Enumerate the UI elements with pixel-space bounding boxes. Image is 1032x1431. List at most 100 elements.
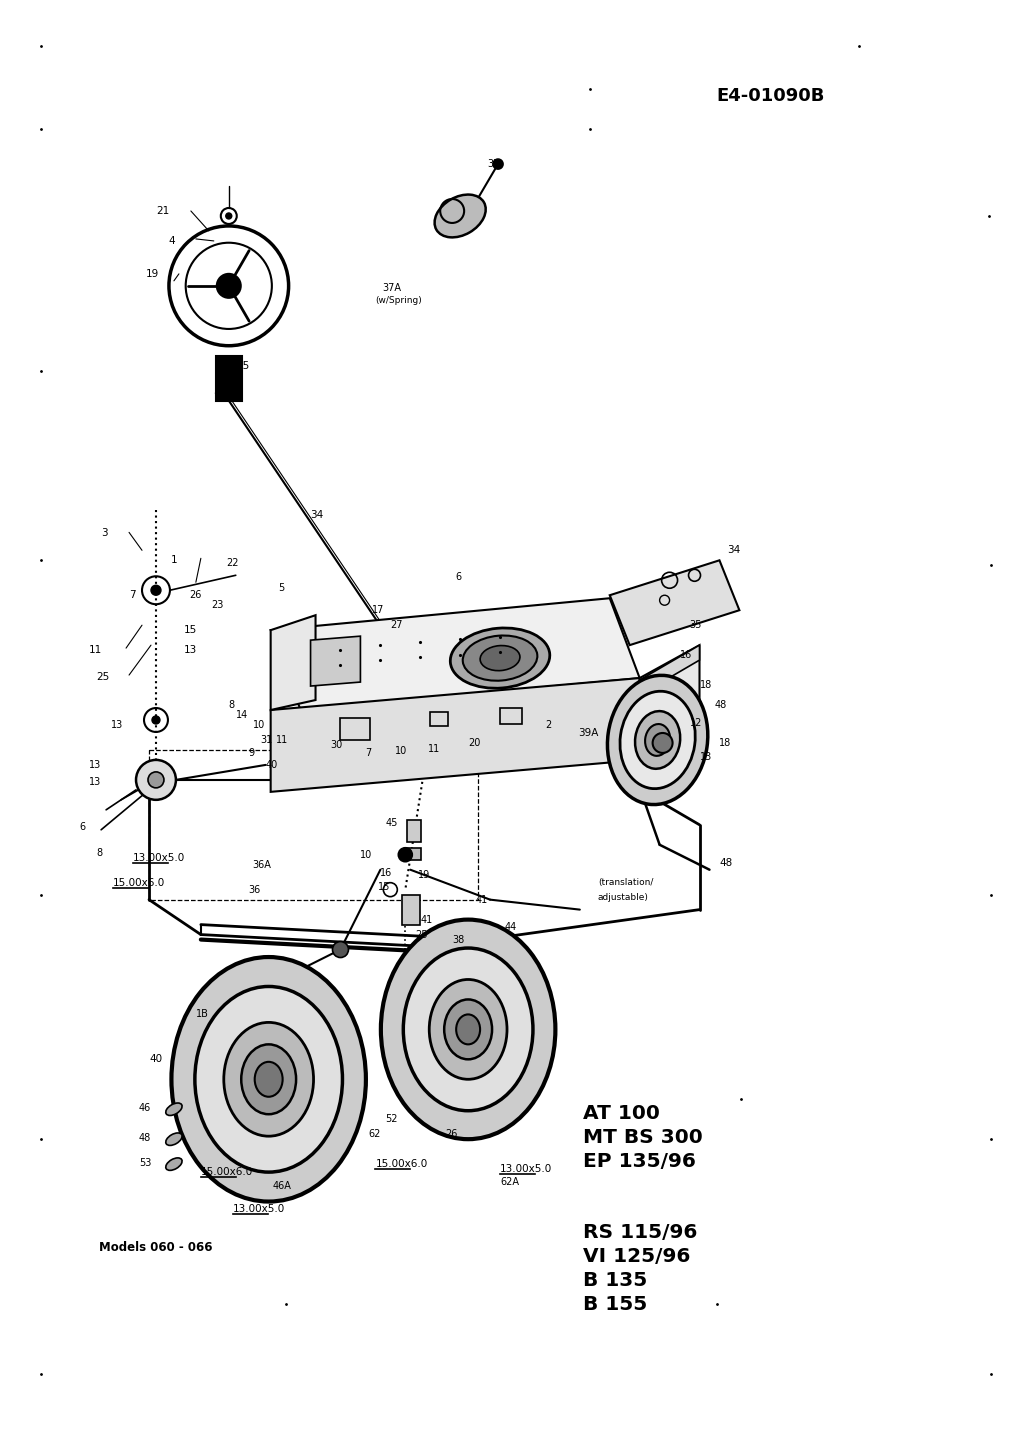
Ellipse shape xyxy=(381,920,555,1139)
Text: 46A: 46A xyxy=(272,1181,291,1191)
Text: 9: 9 xyxy=(249,748,255,758)
Text: 40: 40 xyxy=(265,760,278,770)
Text: 27: 27 xyxy=(390,620,402,630)
Text: 15: 15 xyxy=(379,881,391,892)
Ellipse shape xyxy=(456,1015,480,1045)
Bar xyxy=(402,894,420,924)
Text: 19: 19 xyxy=(418,870,430,880)
Text: 13: 13 xyxy=(89,760,101,770)
Text: 26: 26 xyxy=(189,590,201,600)
Text: 53: 53 xyxy=(139,1158,152,1168)
Text: (w/Spring): (w/Spring) xyxy=(376,296,422,305)
Text: 15.00x6.0: 15.00x6.0 xyxy=(114,877,165,887)
Text: 15: 15 xyxy=(184,625,197,635)
Bar xyxy=(430,713,448,726)
Text: 18: 18 xyxy=(719,738,732,748)
Text: 35: 35 xyxy=(235,361,249,371)
Text: 10: 10 xyxy=(360,850,373,860)
Text: 25: 25 xyxy=(96,673,109,683)
Text: 23: 23 xyxy=(211,600,223,610)
Text: 17: 17 xyxy=(373,605,385,615)
Text: 41: 41 xyxy=(475,894,487,904)
Text: 31: 31 xyxy=(261,736,272,746)
Text: 13.00x5.0: 13.00x5.0 xyxy=(133,853,186,863)
Text: 13: 13 xyxy=(184,645,197,655)
Circle shape xyxy=(148,771,164,788)
Text: 11: 11 xyxy=(89,645,102,655)
Bar xyxy=(408,820,421,841)
Ellipse shape xyxy=(404,949,533,1110)
Text: Models 060 - 066: Models 060 - 066 xyxy=(99,1241,213,1254)
Text: 1B: 1B xyxy=(196,1009,208,1019)
Text: 36A: 36A xyxy=(253,860,271,870)
Circle shape xyxy=(493,159,503,169)
Text: 37: 37 xyxy=(487,159,499,169)
Text: 12: 12 xyxy=(689,718,702,728)
Text: 8: 8 xyxy=(96,847,102,857)
Ellipse shape xyxy=(171,957,366,1202)
Text: 52: 52 xyxy=(385,1115,398,1125)
Bar xyxy=(341,718,370,740)
Bar xyxy=(149,750,478,900)
Text: 34: 34 xyxy=(728,545,741,555)
Circle shape xyxy=(217,273,240,298)
Text: 48: 48 xyxy=(714,700,727,710)
Bar xyxy=(406,847,421,860)
Text: 10: 10 xyxy=(253,720,265,730)
Text: 7: 7 xyxy=(129,590,135,600)
Text: 19: 19 xyxy=(146,269,159,279)
Ellipse shape xyxy=(166,1133,182,1145)
Text: adjustable): adjustable) xyxy=(598,893,649,902)
Text: 3: 3 xyxy=(101,528,107,538)
Text: 35: 35 xyxy=(213,385,226,395)
Text: 11: 11 xyxy=(276,736,288,746)
Text: 13.00x5.0: 13.00x5.0 xyxy=(233,1203,285,1213)
Polygon shape xyxy=(270,615,316,710)
Text: 4: 4 xyxy=(169,236,175,246)
Bar xyxy=(501,708,522,724)
Polygon shape xyxy=(640,645,700,695)
Text: 16: 16 xyxy=(679,650,691,660)
Text: 62: 62 xyxy=(368,1129,381,1139)
Text: 22: 22 xyxy=(226,558,238,568)
Text: 40: 40 xyxy=(149,1055,162,1065)
Polygon shape xyxy=(311,637,360,685)
Text: AT 100
MT BS 300
EP 135/96: AT 100 MT BS 300 EP 135/96 xyxy=(583,1103,703,1172)
Text: 16: 16 xyxy=(381,867,392,877)
Ellipse shape xyxy=(429,979,507,1079)
Text: 34: 34 xyxy=(311,511,324,521)
Ellipse shape xyxy=(608,675,708,804)
Text: 8: 8 xyxy=(229,700,235,710)
Text: 38: 38 xyxy=(452,934,464,944)
Ellipse shape xyxy=(255,1062,283,1096)
Polygon shape xyxy=(640,645,700,748)
Ellipse shape xyxy=(434,195,486,238)
Text: 10: 10 xyxy=(395,746,408,756)
Bar xyxy=(216,356,241,401)
Text: 41: 41 xyxy=(420,914,432,924)
Text: 30: 30 xyxy=(330,740,343,750)
Ellipse shape xyxy=(224,1022,314,1136)
Polygon shape xyxy=(610,561,739,645)
Text: 35: 35 xyxy=(689,620,702,630)
Ellipse shape xyxy=(620,691,696,788)
Text: 45: 45 xyxy=(385,817,397,827)
Ellipse shape xyxy=(480,645,520,671)
Text: 39A: 39A xyxy=(578,728,599,738)
Text: 46: 46 xyxy=(139,1103,152,1113)
Text: 1: 1 xyxy=(171,555,178,565)
Text: 37A: 37A xyxy=(383,283,401,293)
Text: (translation/: (translation/ xyxy=(598,877,653,887)
Text: 13: 13 xyxy=(111,720,124,730)
Circle shape xyxy=(398,847,412,861)
Text: RS 115/96
VI 125/96
B 135
B 155: RS 115/96 VI 125/96 B 135 B 155 xyxy=(583,1222,698,1314)
Circle shape xyxy=(652,733,673,753)
Text: 18: 18 xyxy=(700,680,712,690)
Text: 48: 48 xyxy=(719,857,733,867)
Ellipse shape xyxy=(195,986,343,1172)
Ellipse shape xyxy=(635,711,680,768)
Text: 20: 20 xyxy=(469,738,481,748)
Text: 25: 25 xyxy=(415,930,428,940)
Ellipse shape xyxy=(444,999,492,1059)
Text: 6: 6 xyxy=(455,572,461,582)
